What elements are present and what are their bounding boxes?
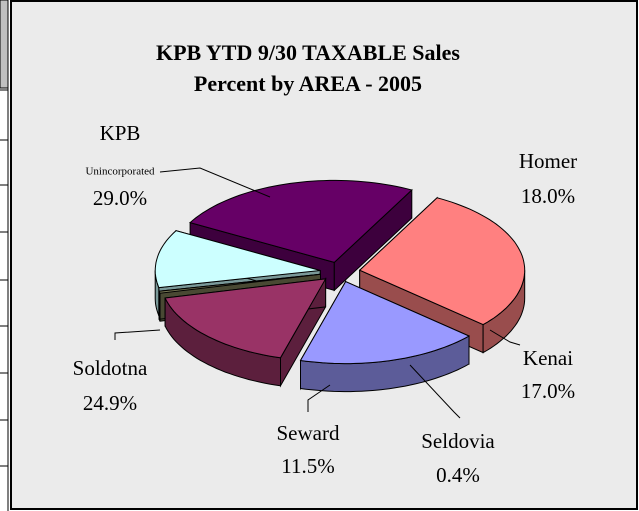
value-label: 18.0% <box>521 184 575 208</box>
annotation: Unincorporated <box>85 166 155 178</box>
slice <box>158 273 321 294</box>
category-label: Kenai <box>523 346 573 370</box>
category-label: KPB <box>100 121 141 145</box>
chart-subtitle: Percent by AREA - 2005 <box>194 71 422 96</box>
slice-group <box>164 277 327 388</box>
chart-title: KPB YTD 9/30 TAXABLE Sales <box>156 40 460 65</box>
value-label: 17.0% <box>521 379 575 403</box>
leader-line <box>159 167 271 198</box>
value-label: 24.9% <box>83 391 137 415</box>
labels: KPB 29.0% Homer 18.0% Kenai 17.0% Seldovia 0.4%… <box>73 121 578 487</box>
slice-side <box>158 291 161 322</box>
category-label: Seldovia <box>421 429 495 453</box>
slice <box>164 278 327 359</box>
value-label: 11.5% <box>281 454 334 478</box>
category-label: Seward <box>277 421 340 445</box>
pie <box>154 179 526 393</box>
slice <box>189 179 413 263</box>
sheet-grid <box>0 0 9 511</box>
value-label: 0.4% <box>436 463 480 487</box>
slice <box>358 197 526 326</box>
value-label: 29.0% <box>93 186 147 210</box>
leader-line <box>114 329 161 340</box>
slice <box>154 230 321 289</box>
category-label: Homer <box>519 149 577 173</box>
leader-line <box>409 364 461 419</box>
slice <box>299 280 471 365</box>
slice-group <box>299 279 471 393</box>
category-label: Soldotna <box>73 356 148 380</box>
leader-line <box>489 329 521 346</box>
leader-line <box>307 384 331 412</box>
